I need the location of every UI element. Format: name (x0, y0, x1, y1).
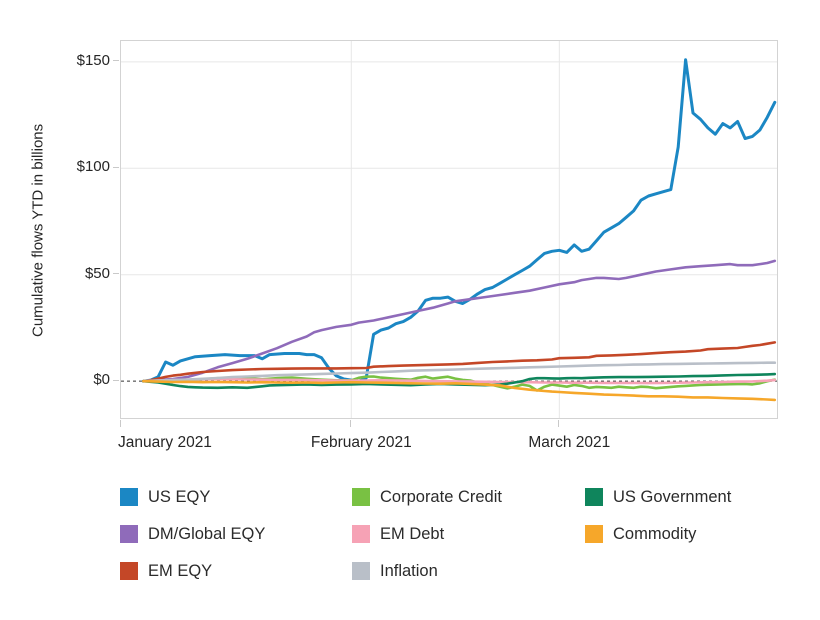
y-tick-mark (113, 273, 119, 275)
y-tick-mark (113, 166, 119, 168)
legend-swatch-icon (352, 488, 370, 506)
legend-swatch-icon (120, 562, 138, 580)
plot-area (120, 40, 778, 419)
legend-item-corporate-credit: Corporate Credit (352, 488, 585, 506)
legend: US EQY DM/Global EQY EM EQY Corporate Credi… (120, 488, 731, 580)
series-line-inflation (141, 361, 777, 383)
legend-item-inflation: Inflation (352, 562, 585, 580)
legend-item-em-eqy: EM EQY (120, 562, 352, 580)
y-tick-label: $0 (93, 371, 110, 389)
y-tick-mark (113, 60, 119, 62)
y-axis-title: Cumulative flows YTD in billions (29, 123, 47, 337)
y-tick-mark (113, 379, 119, 381)
series-line-em-debt (141, 377, 777, 385)
x-tick-label: March 2021 (528, 434, 611, 451)
legend-label: Inflation (380, 561, 438, 580)
y-tick-label: $100 (76, 158, 110, 176)
series-line-dm-global-eqy (141, 259, 777, 383)
legend-label: Commodity (613, 524, 697, 543)
legend-swatch-icon (585, 525, 603, 543)
x-tick-label: January 2021 (118, 434, 212, 451)
y-tick-label: $50 (84, 264, 110, 282)
legend-label: Corporate Credit (380, 487, 502, 506)
legend-item-us-government: US Government (585, 488, 731, 506)
series-line-em-eqy (141, 341, 777, 383)
legend-swatch-icon (352, 562, 370, 580)
x-tick-mark (120, 420, 121, 427)
legend-label: EM Debt (380, 524, 445, 543)
y-tick-label: $150 (76, 51, 110, 69)
series-line-us-eqy (141, 58, 777, 383)
legend-swatch-icon (585, 488, 603, 506)
x-tick-mark (350, 420, 352, 427)
legend-label: US EQY (148, 487, 211, 506)
legend-item-commodity: Commodity (585, 525, 731, 543)
legend-item-dm-global-eqy: DM/Global EQY (120, 525, 352, 543)
legend-item-us-eqy: US EQY (120, 488, 352, 506)
legend-label: DM/Global EQY (148, 524, 266, 543)
legend-swatch-icon (352, 525, 370, 543)
plot-canvas (121, 41, 777, 418)
x-tick-label: February 2021 (310, 434, 412, 451)
legend-item-em-debt: EM Debt (352, 525, 585, 543)
legend-label: EM EQY (148, 561, 213, 580)
legend-swatch-icon (120, 488, 138, 506)
legend-swatch-icon (120, 525, 138, 543)
series-line-commodity (141, 379, 777, 402)
legend-label: US Government (613, 487, 732, 506)
x-tick-mark (558, 420, 560, 427)
